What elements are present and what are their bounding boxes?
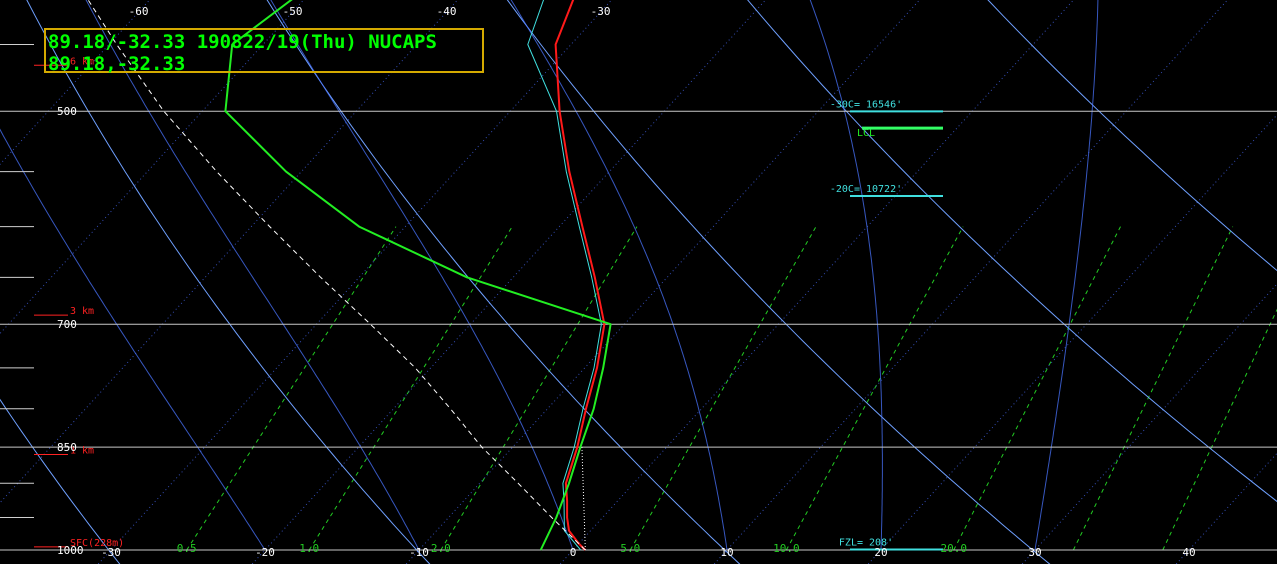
dry-adiabat: [987, 0, 1277, 272]
bottom-temperature-label: 30: [1028, 546, 1041, 559]
pressure-label: 1000: [57, 544, 84, 557]
bottom-temperature-label: 10: [720, 546, 733, 559]
moist-adiabat: [270, 0, 574, 551]
isotherm-line: [1021, 283, 1277, 564]
mixing-ratio-line: [308, 226, 513, 551]
mixing-ratio-line: [1072, 226, 1234, 551]
isotherm-line: [713, 0, 1228, 564]
bottom-temperature-label: 0: [570, 546, 577, 559]
level-label: -20C= 10722': [830, 184, 902, 195]
mixing-ratio-line: [1162, 308, 1277, 551]
moist-adiabat: [0, 128, 266, 551]
top-temperature-label: -40: [437, 5, 457, 18]
virtual-temperature-profile: [527, 0, 602, 551]
level-label: FZL= 208': [839, 538, 893, 549]
isotherm-line: [0, 0, 304, 335]
mixing-ratio-label: 2.0: [431, 542, 451, 555]
isotherm-line: [559, 0, 1074, 564]
moist-adiabat: [85, 0, 420, 551]
isotherm-line: [251, 0, 766, 564]
dry-adiabat: [506, 0, 1051, 564]
temperature-profile: [554, 0, 606, 551]
top-temperature-label: -30: [591, 5, 611, 18]
surface-parcel-segment: [581, 447, 586, 551]
height-label: 3 km: [70, 306, 94, 317]
mixing-ratio-label: 5.0: [620, 542, 640, 555]
mixing-ratio-line: [186, 226, 397, 551]
level-label: -30C= 16546': [830, 99, 902, 110]
pressure-label: 850: [57, 441, 77, 454]
sounding-location: 89.18,-32.33: [48, 53, 186, 75]
mixing-ratio-label: 1.0: [299, 542, 319, 555]
dry-adiabat: [266, 0, 741, 564]
moist-adiabat: [510, 0, 728, 551]
mixing-ratio-line: [785, 226, 964, 551]
isotherm-line: [97, 0, 612, 564]
isotherm-line: [0, 0, 150, 166]
mixing-ratio-label: 10.0: [773, 542, 800, 555]
top-temperature-label: -60: [129, 5, 149, 18]
sounding-info-box: 89.18/-32.33 190822/19(Thu) NUCAPS 89.18…: [44, 28, 484, 75]
level-label: LCL: [857, 128, 875, 139]
mixing-ratio-line: [440, 226, 638, 551]
height-label: 6 km: [70, 56, 94, 67]
dry-adiabat: [0, 398, 121, 564]
isotherm-line: [1175, 452, 1277, 564]
mixing-ratio-label: 20.0: [940, 542, 967, 555]
bottom-temperature-label: 40: [1182, 546, 1195, 559]
top-temperature-label: -50: [283, 5, 303, 18]
bottom-temperature-label: 20: [874, 546, 887, 559]
bottom-temperature-label: -20: [255, 546, 275, 559]
pressure-label: 700: [57, 318, 77, 331]
mixing-ratio-label: 0.5: [177, 542, 197, 555]
dry-adiabat: [26, 0, 431, 564]
bottom-temperature-label: -30: [101, 546, 121, 559]
height-label: SFC(228m): [70, 538, 124, 549]
dry-adiabat: [747, 0, 1277, 503]
dewpoint-profile: [224, 0, 612, 551]
parcel-path: [87, 0, 586, 551]
height-label: 1 km: [70, 446, 94, 457]
sounding-title: 89.18/-32.33 190822/19(Thu) NUCAPS: [48, 31, 437, 53]
bottom-temperature-label: -10: [409, 546, 429, 559]
moist-adiabat: [1034, 0, 1099, 551]
moist-adiabat: [809, 0, 883, 551]
isotherm-line: [867, 114, 1277, 564]
pressure-label: 500: [57, 105, 77, 118]
mixing-ratio-line: [953, 226, 1121, 551]
mixing-ratio-line: [629, 226, 817, 551]
